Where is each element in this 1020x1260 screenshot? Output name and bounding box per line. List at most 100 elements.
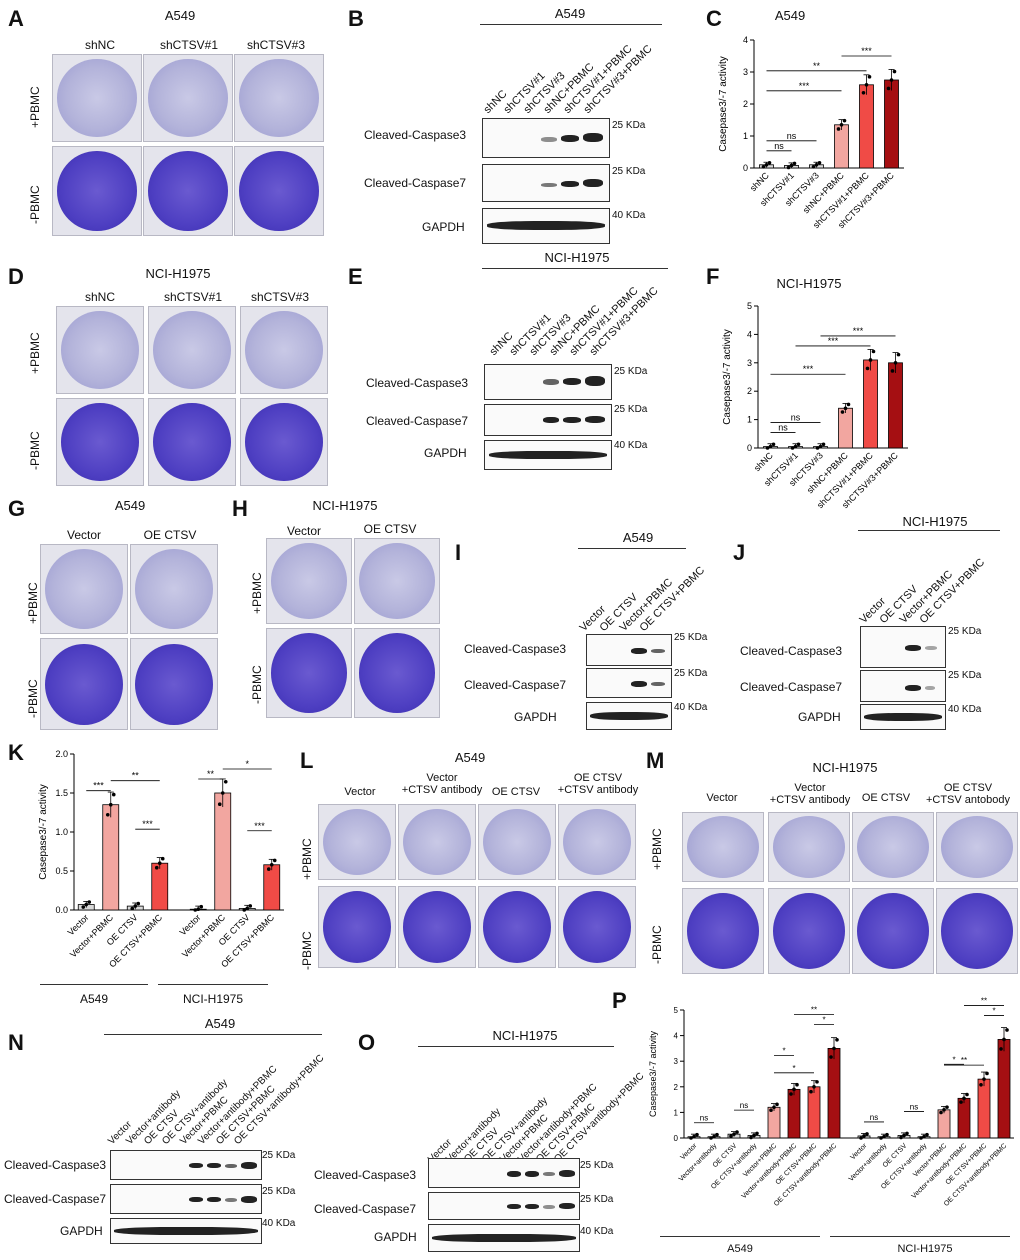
culture-well: [240, 306, 328, 394]
western-blot: [428, 1192, 580, 1220]
significance-label: ns: [774, 141, 784, 151]
y-tick-label: 0.5: [55, 866, 68, 876]
bar: [888, 362, 903, 449]
culture-well: [354, 538, 440, 624]
culture-well: [266, 538, 352, 624]
culture-well: [52, 54, 142, 142]
row-label: -PBMC: [28, 431, 42, 470]
x-tick-label: Vector: [679, 1142, 698, 1161]
x-tick-label: shNC: [752, 450, 775, 473]
blot-label: Cleaved-Caspase3: [464, 642, 567, 656]
bar: [838, 407, 853, 449]
bar: [767, 1106, 781, 1139]
blot-label: Cleaved-Caspase3: [314, 1168, 417, 1182]
data-point: [836, 127, 841, 131]
data-point: [245, 906, 250, 911]
significance-label: ns: [740, 1101, 748, 1110]
row-label: +PBMC: [26, 582, 40, 624]
culture-well: [56, 398, 144, 486]
bar: [834, 124, 849, 169]
data-point: [922, 1134, 926, 1139]
y-tick-label: 0: [743, 163, 748, 173]
panel-label-h: H: [232, 496, 248, 521]
x-tick-label: shNC: [748, 170, 771, 193]
data-point: [767, 160, 772, 165]
row-label: -PBMC: [650, 925, 664, 964]
data-point: [792, 1087, 796, 1092]
significance-label: **: [811, 1005, 817, 1014]
data-point: [689, 1136, 693, 1140]
data-point: [812, 1085, 816, 1089]
data-point: [111, 792, 116, 797]
western-blot: [428, 1224, 580, 1252]
data-point: [786, 165, 791, 170]
data-point: [196, 907, 201, 912]
bar: [863, 359, 878, 449]
y-tick-label: 3: [743, 67, 748, 77]
significance-label: ns: [870, 1113, 878, 1122]
panel-n-title: A549: [204, 1016, 236, 1031]
data-point: [859, 1136, 863, 1140]
y-tick-label: 0: [674, 1134, 679, 1143]
bar: [884, 79, 899, 169]
data-point: [886, 86, 891, 91]
row-label: +PBMC: [250, 572, 264, 614]
panel-l-title: A549: [454, 750, 486, 765]
western-blot: [586, 702, 672, 730]
panel-h-title: NCI-H1975: [312, 498, 378, 513]
significance-label: *: [792, 1064, 795, 1073]
kda-marker: 40 KDa: [948, 704, 982, 715]
bar: [787, 1088, 801, 1139]
data-point: [272, 858, 277, 863]
kda-marker: 25 KDa: [612, 120, 646, 131]
panel-o-title: NCI-H1975: [492, 1028, 558, 1043]
kda-marker: 40 KDa: [262, 1218, 296, 1229]
data-point: [157, 861, 162, 865]
data-point: [982, 1077, 986, 1081]
data-point: [108, 802, 113, 807]
y-tick-label: 1: [674, 1108, 679, 1117]
col-label: Vector: [66, 528, 102, 542]
kda-marker: 25 KDa: [612, 166, 646, 177]
y-tick-label: 1.5: [55, 788, 68, 798]
data-point: [865, 366, 870, 371]
western-blot: [110, 1184, 262, 1214]
data-point: [795, 1082, 799, 1087]
data-point: [832, 1046, 836, 1051]
data-point: [811, 165, 816, 169]
y-tick-label: 1.0: [55, 827, 68, 837]
y-tick-label: 0.0: [55, 905, 68, 915]
data-point: [868, 358, 873, 362]
col-label: OE CTSV: [491, 786, 541, 798]
y-axis-label: Casepase3/-7 activity: [722, 329, 733, 425]
panel-label-e: E: [348, 264, 363, 289]
culture-well: [318, 886, 396, 968]
data-point: [790, 446, 795, 450]
y-tick-label: 4: [747, 329, 752, 339]
panel-g-title: A549: [114, 498, 146, 513]
data-point: [133, 904, 138, 908]
significance-label: ns: [791, 413, 801, 423]
data-point: [1002, 1037, 1006, 1042]
blot-label: Cleaved-Caspase3: [4, 1158, 107, 1172]
data-point: [945, 1105, 949, 1109]
data-point: [843, 406, 848, 411]
data-point: [772, 1105, 776, 1110]
row-label: +PBMC: [28, 86, 42, 128]
group-label: NCI-H1975: [897, 1243, 953, 1255]
culture-well: [318, 804, 396, 880]
data-point: [839, 123, 844, 127]
data-point: [796, 442, 801, 447]
y-tick-label: 1: [743, 131, 748, 141]
western-blot: [110, 1218, 262, 1244]
blot-label: Cleaved-Caspase7: [364, 176, 467, 190]
culture-well: [234, 54, 324, 142]
col-label: OE CTSV: [363, 522, 417, 536]
bar: [859, 84, 874, 169]
row-label: -PBMC: [250, 665, 264, 704]
panel-label-k: K: [8, 740, 24, 765]
western-blot: [586, 668, 672, 698]
blot-label: GAPDH: [422, 220, 465, 234]
